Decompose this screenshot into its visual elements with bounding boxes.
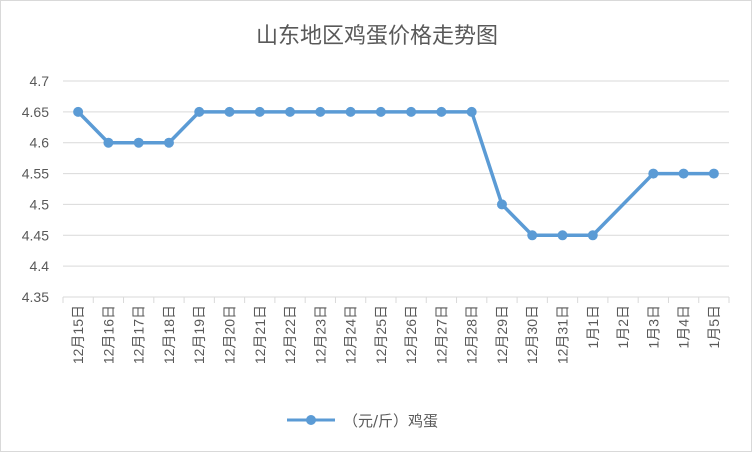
data-point[interactable] xyxy=(375,106,386,117)
data-point[interactable] xyxy=(163,137,174,148)
data-point[interactable] xyxy=(194,106,205,117)
data-point[interactable] xyxy=(254,106,265,117)
y-tick-label: 4.35 xyxy=(22,289,49,305)
x-tick-label: 12月25日 xyxy=(373,305,389,364)
data-point[interactable] xyxy=(315,106,326,117)
y-tick-label: 4.45 xyxy=(22,227,49,243)
x-tick-label: 12月23日 xyxy=(312,305,328,364)
x-tick-label: 1月3日 xyxy=(645,305,661,349)
x-tick-label: 1月5日 xyxy=(706,305,722,349)
y-tick-label: 4.6 xyxy=(30,135,50,151)
data-point[interactable] xyxy=(496,199,507,210)
x-tick-label: 12月20日 xyxy=(222,305,238,364)
legend-dot-marker xyxy=(306,415,316,425)
data-point[interactable] xyxy=(587,230,598,241)
x-tick-label: 12月22日 xyxy=(282,305,298,364)
x-tick-label: 12月18日 xyxy=(161,305,177,364)
y-tick-label: 4.7 xyxy=(30,73,50,89)
data-point[interactable] xyxy=(436,106,447,117)
x-tick-label: 1月2日 xyxy=(615,305,631,349)
data-point[interactable] xyxy=(557,230,568,241)
data-point[interactable] xyxy=(648,168,659,179)
x-tick-label: 12月19日 xyxy=(191,305,207,364)
y-tick-label: 4.65 xyxy=(22,104,49,120)
data-point[interactable] xyxy=(133,137,144,148)
x-tick-label: 12月24日 xyxy=(343,305,359,364)
series-line xyxy=(73,106,719,241)
x-tick-label: 12月15日 xyxy=(70,305,86,364)
x-tick-label: 12月31日 xyxy=(555,305,571,364)
data-point[interactable] xyxy=(345,106,356,117)
x-tick-label: 1月1日 xyxy=(585,305,601,349)
legend-label: （元/斤）鸡蛋 xyxy=(343,412,438,430)
y-axis-tick-labels: 4.35 4.4 4.45 4.5 4.55 4.6 4.65 4.7 xyxy=(22,73,49,305)
data-point[interactable] xyxy=(678,168,689,179)
x-tick-label: 12月28日 xyxy=(464,305,480,364)
y-tick-label: 4.4 xyxy=(30,258,50,274)
data-point[interactable] xyxy=(466,106,477,117)
x-tick-label: 12月16日 xyxy=(100,305,116,364)
x-axis-tick-labels: 12月15日 12月16日 12月17日 12月18日 12月19日 12月20日 12月2… xyxy=(70,305,722,364)
data-point[interactable] xyxy=(406,106,417,117)
chart-title: 山东地区鸡蛋价格走势图 xyxy=(256,24,498,49)
gridlines xyxy=(63,80,729,267)
x-tick-label: 12月26日 xyxy=(403,305,419,364)
data-point[interactable] xyxy=(73,106,84,117)
axes xyxy=(62,296,730,303)
data-point[interactable] xyxy=(103,137,114,148)
data-point[interactable] xyxy=(224,106,235,117)
x-tick-label: 12月17日 xyxy=(131,305,147,364)
x-tick-label: 12月29日 xyxy=(494,305,510,364)
x-tick-label: 12月27日 xyxy=(433,305,449,364)
data-point[interactable] xyxy=(285,106,296,117)
data-point[interactable] xyxy=(708,168,719,179)
y-tick-label: 4.5 xyxy=(30,196,50,212)
x-tick-label: 12月21日 xyxy=(252,305,268,364)
y-tick-label: 4.55 xyxy=(22,166,49,182)
legend[interactable]: （元/斤）鸡蛋 xyxy=(287,412,438,430)
x-tick-label: 1月4日 xyxy=(676,305,692,349)
data-point[interactable] xyxy=(527,230,538,241)
x-tick-label: 12月30日 xyxy=(524,305,540,364)
